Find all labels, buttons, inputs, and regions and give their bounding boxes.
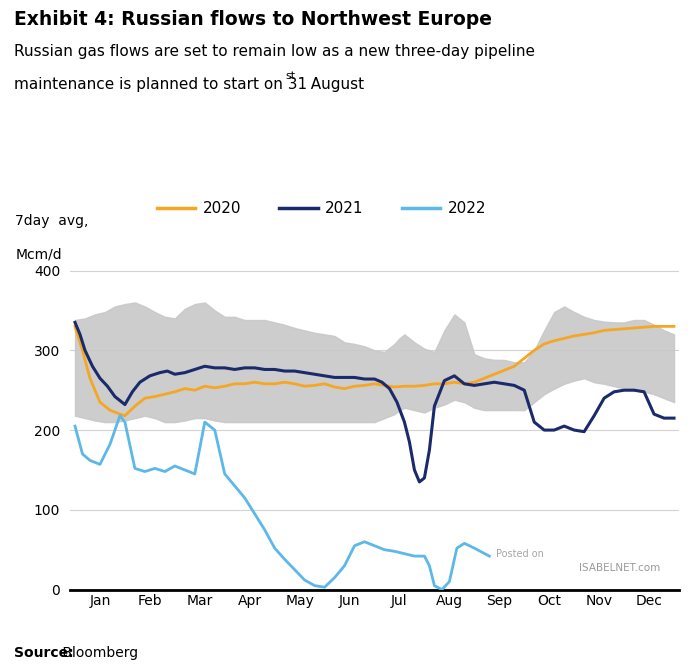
Text: August: August xyxy=(301,77,364,92)
Text: Mcm/d: Mcm/d xyxy=(15,248,62,262)
Text: Source:: Source: xyxy=(14,646,74,660)
Text: 7day  avg,: 7day avg, xyxy=(15,214,89,228)
Text: Posted on: Posted on xyxy=(496,549,544,559)
Text: ISABELNET.com: ISABELNET.com xyxy=(580,563,661,573)
Text: st: st xyxy=(286,71,295,81)
Legend: 2020, 2021, 2022: 2020, 2021, 2022 xyxy=(150,195,492,222)
Text: Bloomberg: Bloomberg xyxy=(58,646,138,660)
Text: Exhibit 4: Russian flows to Northwest Europe: Exhibit 4: Russian flows to Northwest Eu… xyxy=(14,10,492,29)
Text: maintenance is planned to start on 31: maintenance is planned to start on 31 xyxy=(14,77,307,92)
Text: Russian gas flows are set to remain low as a new three-day pipeline: Russian gas flows are set to remain low … xyxy=(14,44,535,58)
